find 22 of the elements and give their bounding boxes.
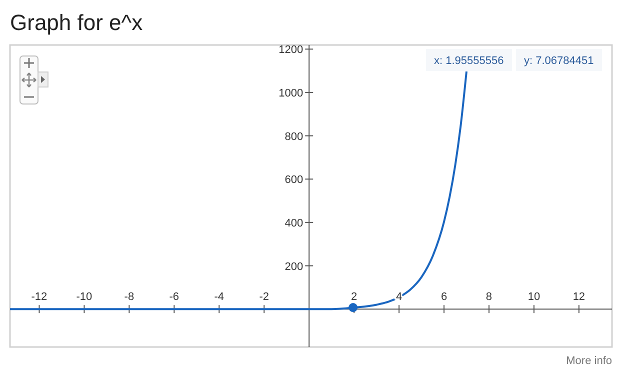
x-tick-label: 8 xyxy=(486,291,492,304)
y-tick-label: 400 xyxy=(284,217,304,230)
y-tick-label: 1200 xyxy=(278,44,304,56)
chart-title: Graph for e^x xyxy=(10,10,143,35)
line-series xyxy=(9,70,468,310)
x-tick-label: 2 xyxy=(351,291,358,304)
text: More info xyxy=(566,355,612,367)
x-tick-label: 6 xyxy=(440,291,448,304)
x-tick-label: -12 xyxy=(31,291,48,304)
x-tick-label: 10 xyxy=(528,291,540,304)
y-tick-label: 800 xyxy=(284,130,304,143)
x-tick-label: -2 xyxy=(259,291,270,304)
y-tick-label: 600 xyxy=(284,174,304,186)
y-tick-label: 1000 xyxy=(278,87,304,100)
x-tick-label: 12 xyxy=(572,291,586,304)
x-tick-label: -8 xyxy=(124,291,134,304)
x-tick-label: -4 xyxy=(214,291,224,304)
annotation: x: 1.95555556 xyxy=(434,55,504,67)
x-tick-label: -6 xyxy=(169,291,180,304)
annotation: y: 7.06784451 xyxy=(524,55,594,67)
x-tick-label: -10 xyxy=(76,291,92,304)
y-tick-label: 200 xyxy=(284,260,304,273)
